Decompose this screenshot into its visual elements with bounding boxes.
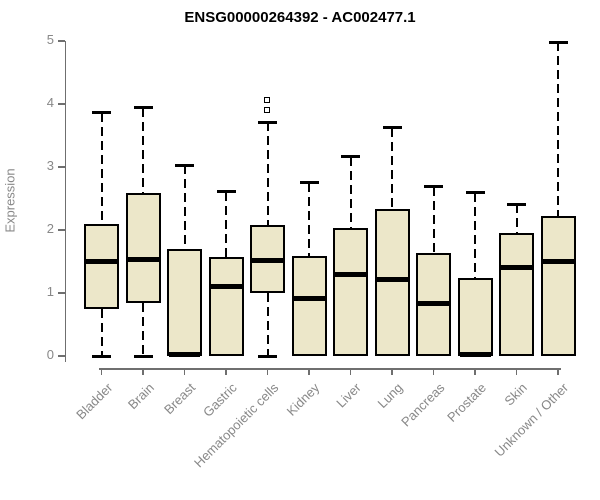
x-tick — [225, 368, 227, 375]
box-gastric — [208, 257, 244, 356]
upper-whisker-line-skin — [515, 204, 518, 234]
outlier-point-hematopoietic-cells — [264, 97, 270, 104]
upper-whisker-cap-brain — [133, 106, 153, 110]
upper-whisker-cap-gastric — [216, 190, 236, 194]
median-line-breast — [169, 351, 200, 357]
upper-whisker-line-lung — [391, 127, 393, 209]
upper-whisker-line-breast — [183, 165, 186, 249]
upper-whisker-cap-bladder — [92, 111, 111, 115]
box-kidney — [291, 255, 327, 356]
x-axis-category-label-brain: Brain — [124, 380, 157, 413]
x-axis-category-label-breast: Breast — [160, 380, 199, 418]
lower-whisker-cap-brain — [133, 354, 153, 358]
box-liver — [333, 228, 368, 356]
upper-whisker-line-bladder — [100, 112, 103, 225]
x-tick — [266, 368, 269, 375]
x-tick — [100, 368, 103, 375]
box-breast — [167, 248, 202, 356]
median-line-kidney — [293, 295, 325, 301]
median-line-lung — [376, 276, 408, 282]
box-unknown-other — [540, 216, 576, 356]
y-tick — [57, 292, 65, 294]
upper-whisker-cap-liver — [341, 155, 360, 159]
median-line-liver — [335, 271, 366, 277]
upper-whisker-line-pancreas — [432, 186, 435, 253]
upper-whisker-cap-pancreas — [424, 185, 443, 189]
lower-whisker-line-hematopoietic-cells — [266, 293, 269, 356]
x-axis-category-label-liver: Liver — [333, 380, 365, 411]
y-tick-label: 2 — [46, 221, 54, 236]
median-line-bladder — [86, 259, 117, 264]
median-line-hematopoietic-cells — [252, 258, 283, 264]
box-brain — [125, 192, 161, 304]
box-skin — [499, 233, 534, 356]
x-axis-category-label-pancreas: Pancreas — [397, 380, 448, 430]
y-tick — [57, 166, 65, 168]
y-tick-label: 0 — [46, 347, 54, 362]
chart-title: ENSG00000264392 - AC002477.1 — [184, 9, 416, 26]
y-tick-label: 3 — [46, 158, 54, 173]
upper-whisker-line-prostate — [474, 192, 476, 278]
x-axis-category-label-lung: Lung — [374, 380, 406, 412]
y-tick — [57, 103, 65, 105]
upper-whisker-line-hematopoietic-cells — [266, 122, 269, 225]
upper-whisker-line-kidney — [308, 182, 310, 256]
x-axis-category-label-kidney: Kidney — [283, 380, 323, 419]
x-tick — [142, 368, 144, 375]
box-prostate — [457, 277, 493, 356]
x-tick — [183, 368, 186, 375]
x-axis-category-label-prostate: Prostate — [443, 380, 489, 425]
x-axis-category-label-unknown-other: Unknown / Other — [492, 380, 572, 460]
upper-whisker-line-liver — [349, 156, 352, 229]
upper-whisker-line-unknown-other — [557, 42, 559, 217]
upper-whisker-cap-unknown-other — [548, 40, 568, 44]
x-tick — [432, 368, 435, 375]
y-axis-label: Expression — [2, 168, 18, 233]
lower-whisker-cap-hematopoietic-cells — [258, 354, 277, 358]
upper-whisker-cap-prostate — [465, 191, 485, 195]
y-tick-label: 1 — [46, 284, 54, 299]
x-tick — [391, 368, 393, 375]
x-tick — [557, 368, 559, 375]
x-tick — [474, 368, 476, 375]
lower-whisker-line-brain — [142, 303, 144, 356]
x-tick — [308, 368, 310, 375]
upper-whisker-line-gastric — [225, 191, 227, 258]
median-line-skin — [501, 264, 532, 270]
box-bladder — [84, 224, 119, 309]
x-tick — [349, 368, 352, 375]
upper-whisker-cap-skin — [507, 202, 526, 206]
x-axis-category-label-skin: Skin — [501, 380, 531, 409]
box-lung — [374, 208, 410, 356]
y-tick — [57, 355, 65, 357]
outlier-point-hematopoietic-cells — [264, 107, 270, 114]
lower-whisker-line-bladder — [100, 308, 103, 356]
x-axis-line — [99, 368, 561, 370]
median-line-prostate — [459, 351, 491, 357]
x-axis-category-label-bladder: Bladder — [72, 380, 116, 423]
upper-whisker-cap-kidney — [299, 181, 319, 185]
median-line-gastric — [210, 284, 242, 290]
x-axis-category-label-gastric: Gastric — [199, 380, 240, 420]
y-axis-line — [64, 41, 66, 362]
median-line-unknown-other — [542, 259, 574, 264]
upper-whisker-line-brain — [142, 107, 144, 193]
median-line-brain — [127, 257, 159, 263]
x-tick — [515, 368, 518, 375]
median-line-pancreas — [418, 301, 449, 307]
upper-whisker-cap-lung — [382, 126, 402, 130]
y-tick-label: 5 — [46, 32, 54, 47]
upper-whisker-cap-hematopoietic-cells — [258, 120, 277, 124]
y-tick-label: 4 — [46, 95, 54, 110]
y-tick — [57, 40, 65, 42]
upper-whisker-cap-breast — [175, 163, 194, 167]
lower-whisker-cap-bladder — [92, 354, 111, 358]
y-tick — [57, 229, 65, 231]
